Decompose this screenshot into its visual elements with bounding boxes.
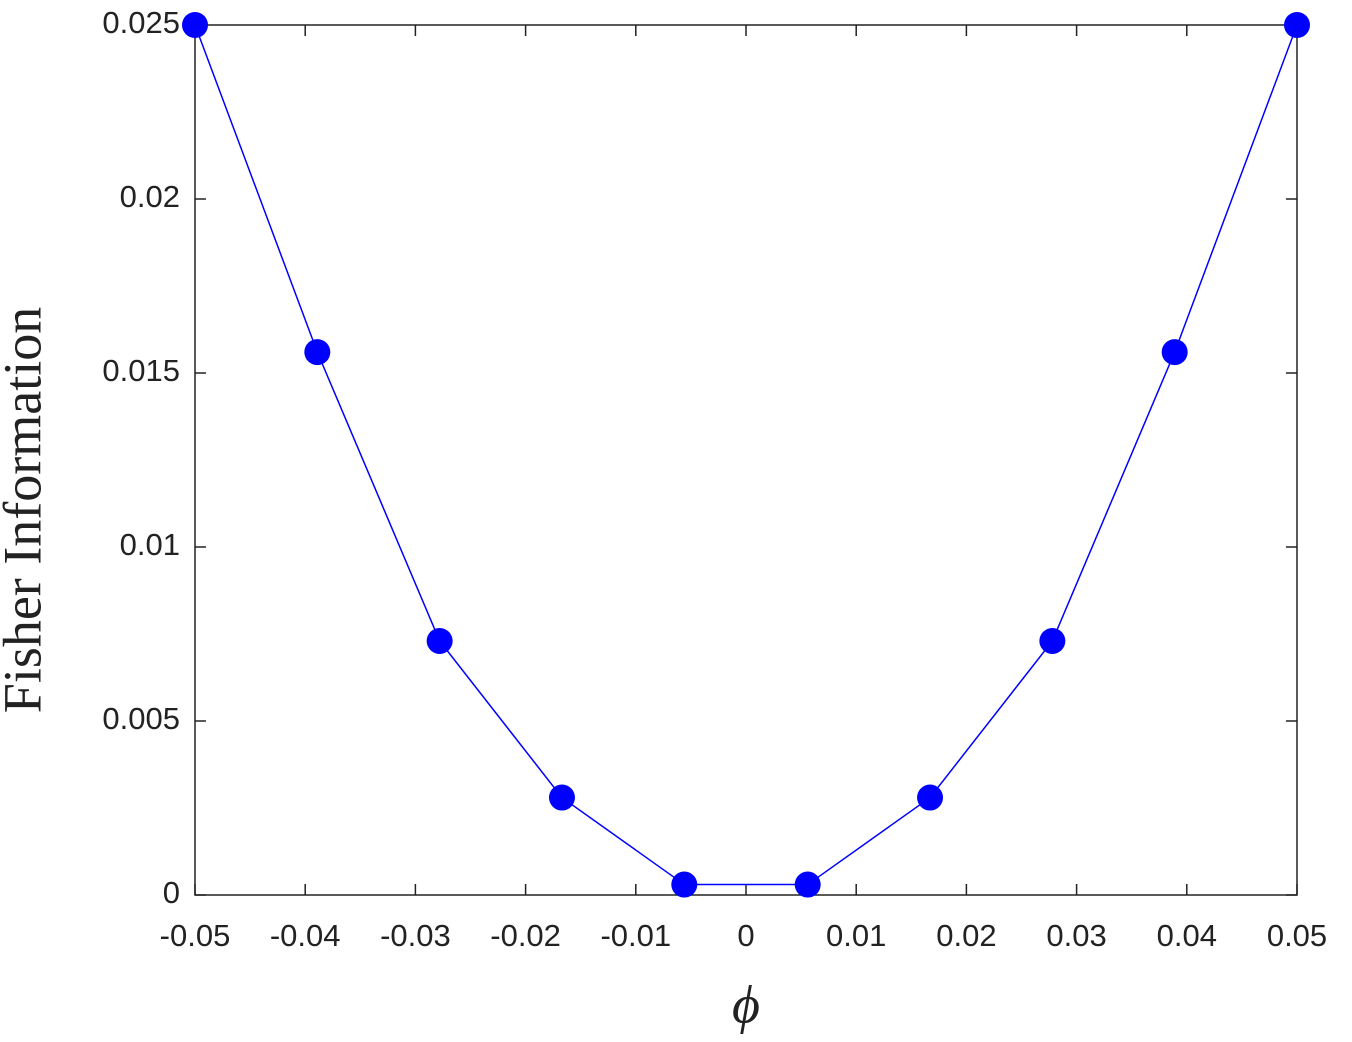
x-tick-label: -0.01 xyxy=(600,918,671,953)
x-tick-label: 0.03 xyxy=(1046,918,1106,953)
data-point xyxy=(1039,627,1066,654)
data-point xyxy=(304,339,331,366)
y-tick-label: 0.015 xyxy=(102,353,180,388)
y-tick-label: 0.02 xyxy=(120,179,180,214)
x-tick-label: 0.05 xyxy=(1267,918,1327,953)
x-tick-label: 0.02 xyxy=(936,918,996,953)
x-axis-label: ϕ xyxy=(732,974,760,1034)
plot-frame xyxy=(194,24,1298,896)
data-point xyxy=(548,784,575,811)
data-point xyxy=(917,784,944,811)
y-tick-label: 0.01 xyxy=(120,527,180,562)
x-tick-label: 0 xyxy=(737,918,754,953)
x-tick-label: -0.02 xyxy=(490,918,561,953)
x-tick-label: 0.01 xyxy=(826,918,886,953)
data-point xyxy=(182,12,208,38)
data-point xyxy=(1284,12,1310,38)
data-point xyxy=(671,871,698,898)
data-point xyxy=(794,871,821,898)
x-tick-label: -0.04 xyxy=(270,918,341,953)
y-tick-label: 0.025 xyxy=(102,5,180,40)
x-tick-label: -0.05 xyxy=(160,918,231,953)
y-tick-label: 0.005 xyxy=(102,701,180,736)
data-line xyxy=(194,24,1298,886)
y-axis-label: Fisher Information xyxy=(0,307,52,713)
data-point xyxy=(1161,339,1188,366)
x-tick-label: -0.03 xyxy=(380,918,451,953)
data-point xyxy=(426,627,453,654)
x-tick-label: 0.04 xyxy=(1157,918,1217,953)
y-tick-label: 0 xyxy=(163,875,180,910)
